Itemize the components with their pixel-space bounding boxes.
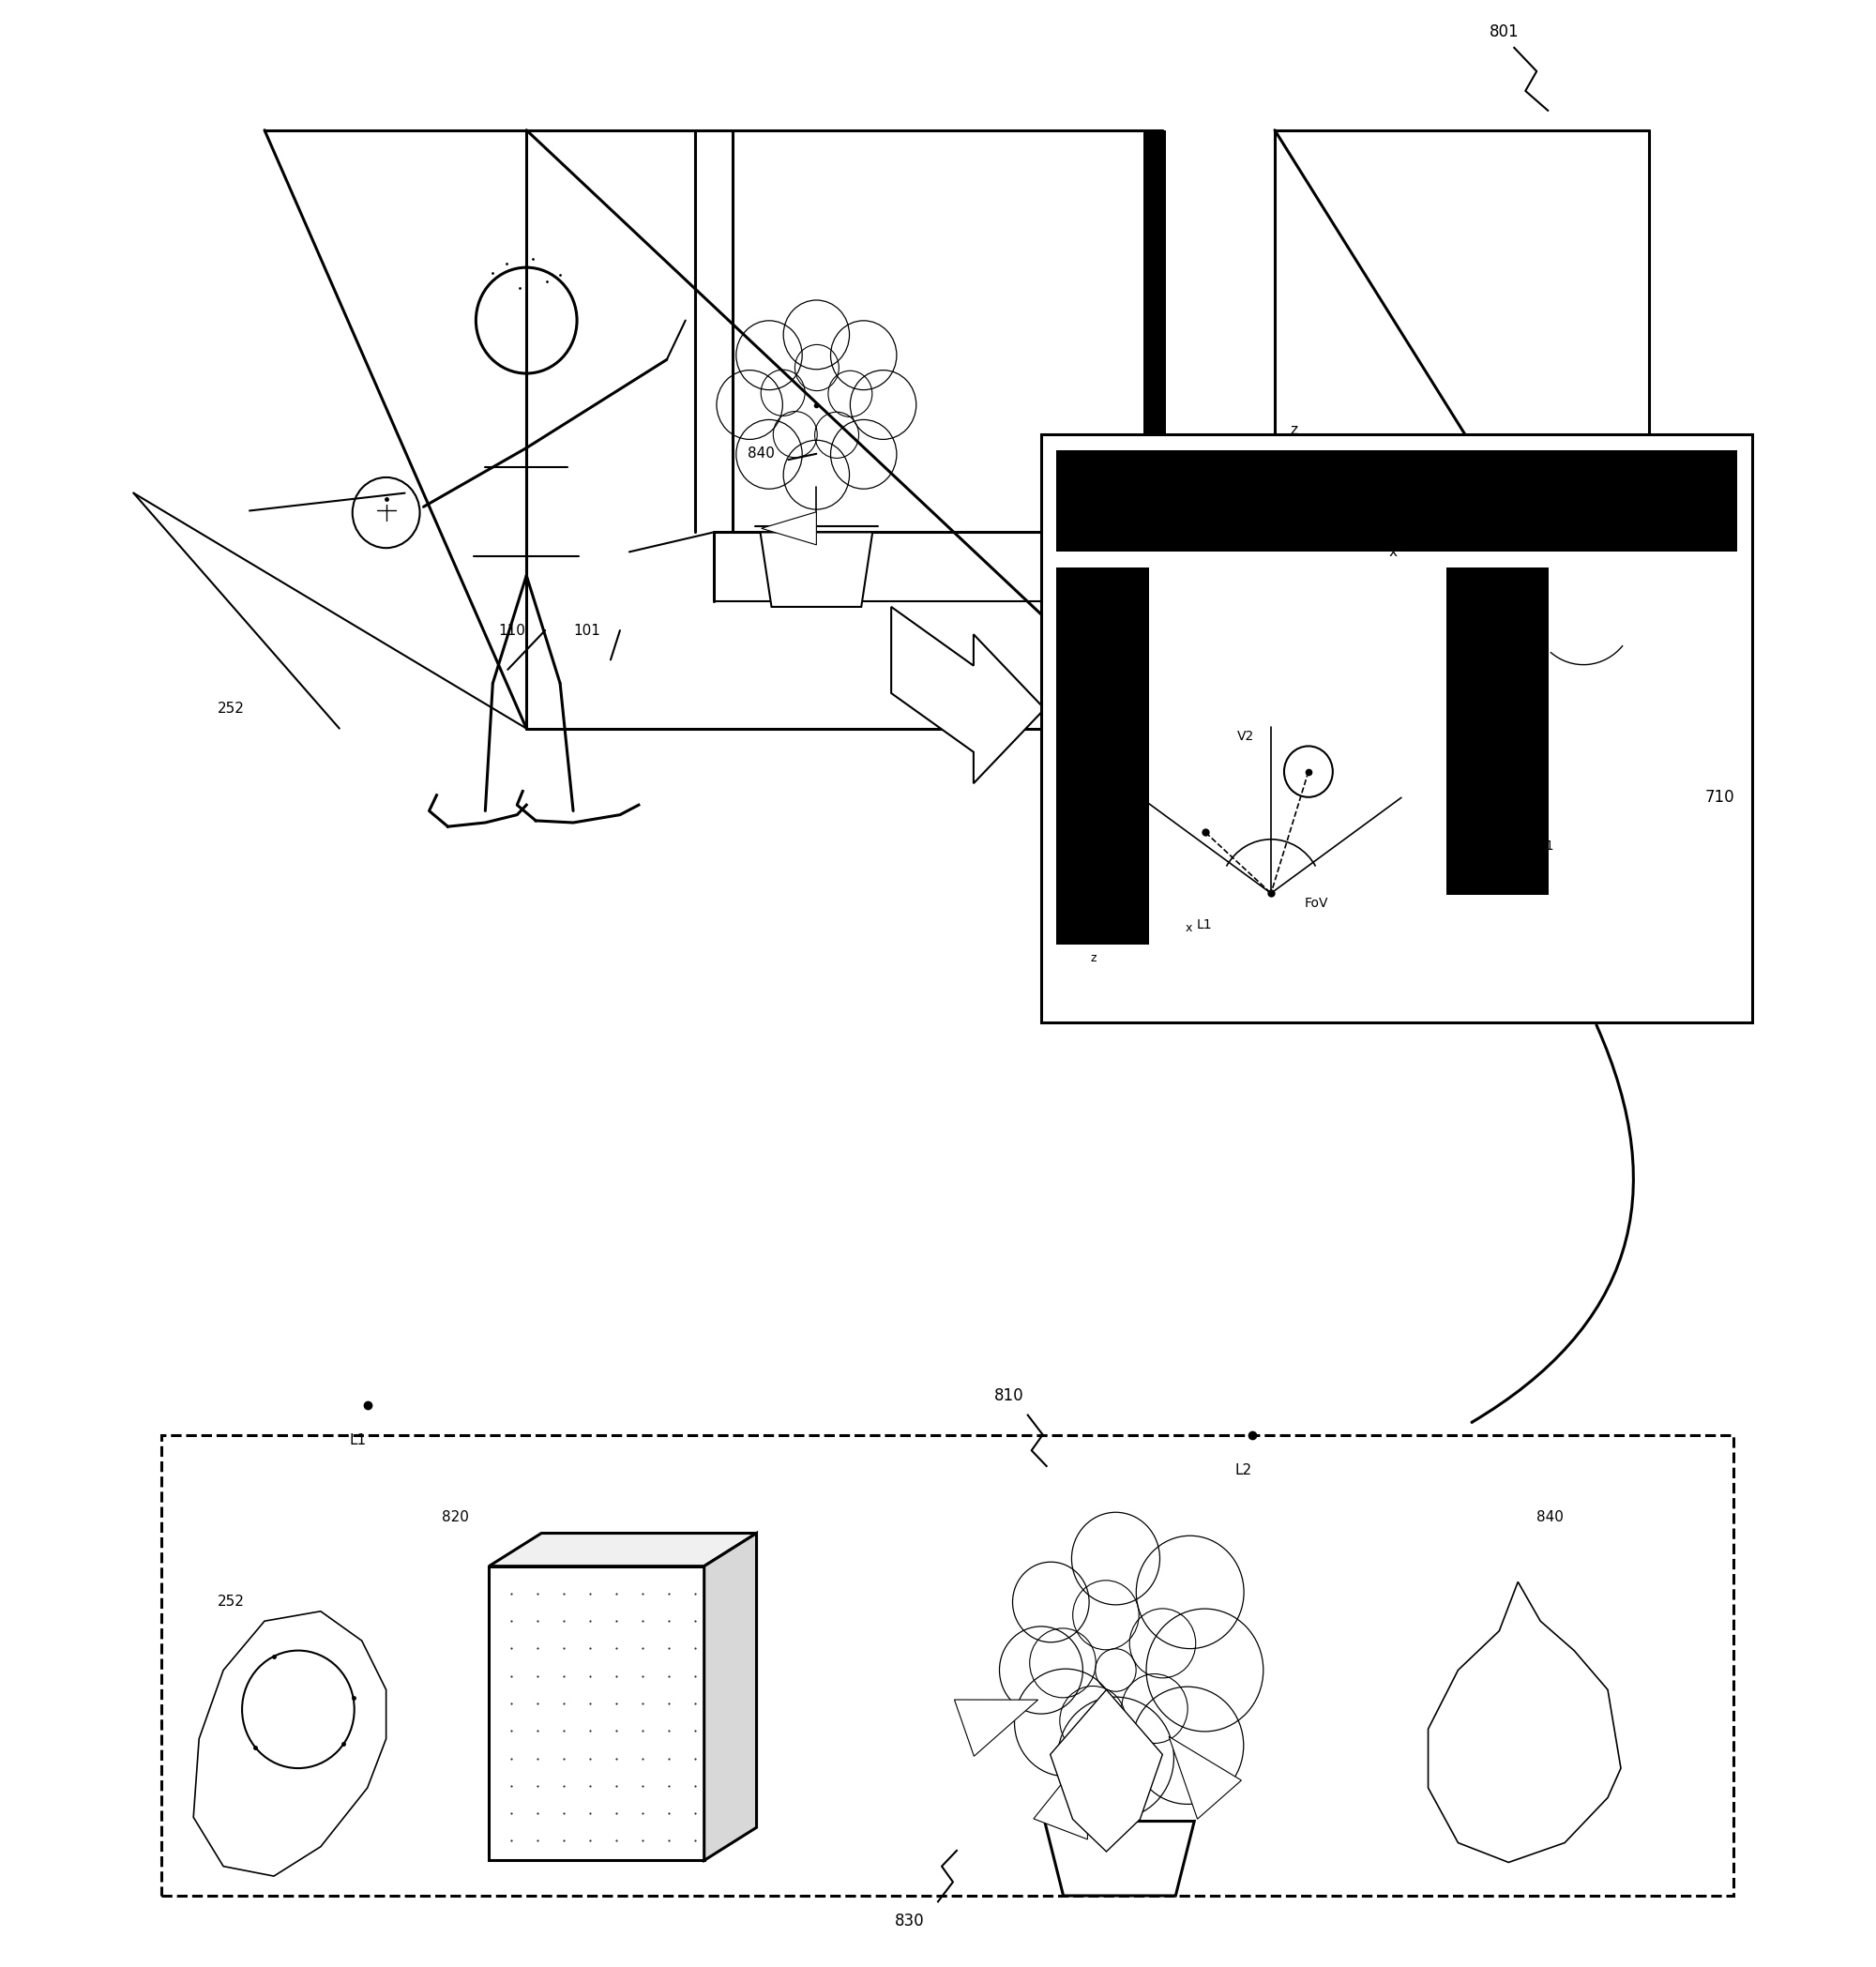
Polygon shape	[955, 1699, 1037, 1757]
Text: x: x	[1388, 545, 1398, 559]
Text: y: y	[1369, 456, 1379, 470]
Polygon shape	[762, 511, 816, 545]
Polygon shape	[760, 533, 872, 608]
Text: 252: 252	[218, 702, 246, 716]
Text: 810: 810	[994, 1387, 1024, 1404]
Polygon shape	[891, 608, 1045, 783]
Bar	[1144, 130, 1167, 728]
Text: 710: 710	[1705, 789, 1735, 806]
Polygon shape	[1045, 1821, 1195, 1896]
Text: z: z	[1090, 952, 1096, 964]
Bar	[161, 1434, 1733, 1896]
Bar	[1446, 568, 1550, 895]
Text: L2: L2	[1234, 1463, 1251, 1477]
Text: y: y	[1112, 840, 1120, 852]
Text: 801: 801	[1490, 24, 1520, 41]
Text: 830: 830	[895, 1912, 925, 1930]
Text: z: z	[1289, 423, 1296, 437]
Text: 252: 252	[218, 1595, 246, 1609]
Bar	[1056, 568, 1150, 944]
Text: V2: V2	[1238, 730, 1255, 744]
Text: x: x	[1186, 923, 1191, 934]
Bar	[1041, 435, 1752, 1023]
Polygon shape	[704, 1532, 756, 1861]
Bar	[490, 1566, 704, 1861]
Text: R1: R1	[1536, 840, 1553, 854]
Text: L1: L1	[1197, 919, 1212, 930]
Text: 101: 101	[574, 624, 600, 637]
Text: 110: 110	[499, 624, 525, 637]
Text: L1: L1	[349, 1434, 366, 1448]
Text: FoV: FoV	[1304, 897, 1328, 909]
Polygon shape	[1169, 1737, 1242, 1819]
Bar	[1056, 450, 1737, 553]
Polygon shape	[490, 1532, 756, 1566]
Polygon shape	[1051, 1690, 1163, 1851]
Text: 840: 840	[747, 447, 775, 460]
Bar	[1150, 568, 1431, 1007]
Text: 820: 820	[443, 1511, 469, 1524]
FancyArrowPatch shape	[1473, 1025, 1634, 1422]
Text: 840: 840	[1536, 1511, 1565, 1524]
Text: V1: V1	[1131, 816, 1148, 830]
Polygon shape	[1034, 1751, 1088, 1839]
